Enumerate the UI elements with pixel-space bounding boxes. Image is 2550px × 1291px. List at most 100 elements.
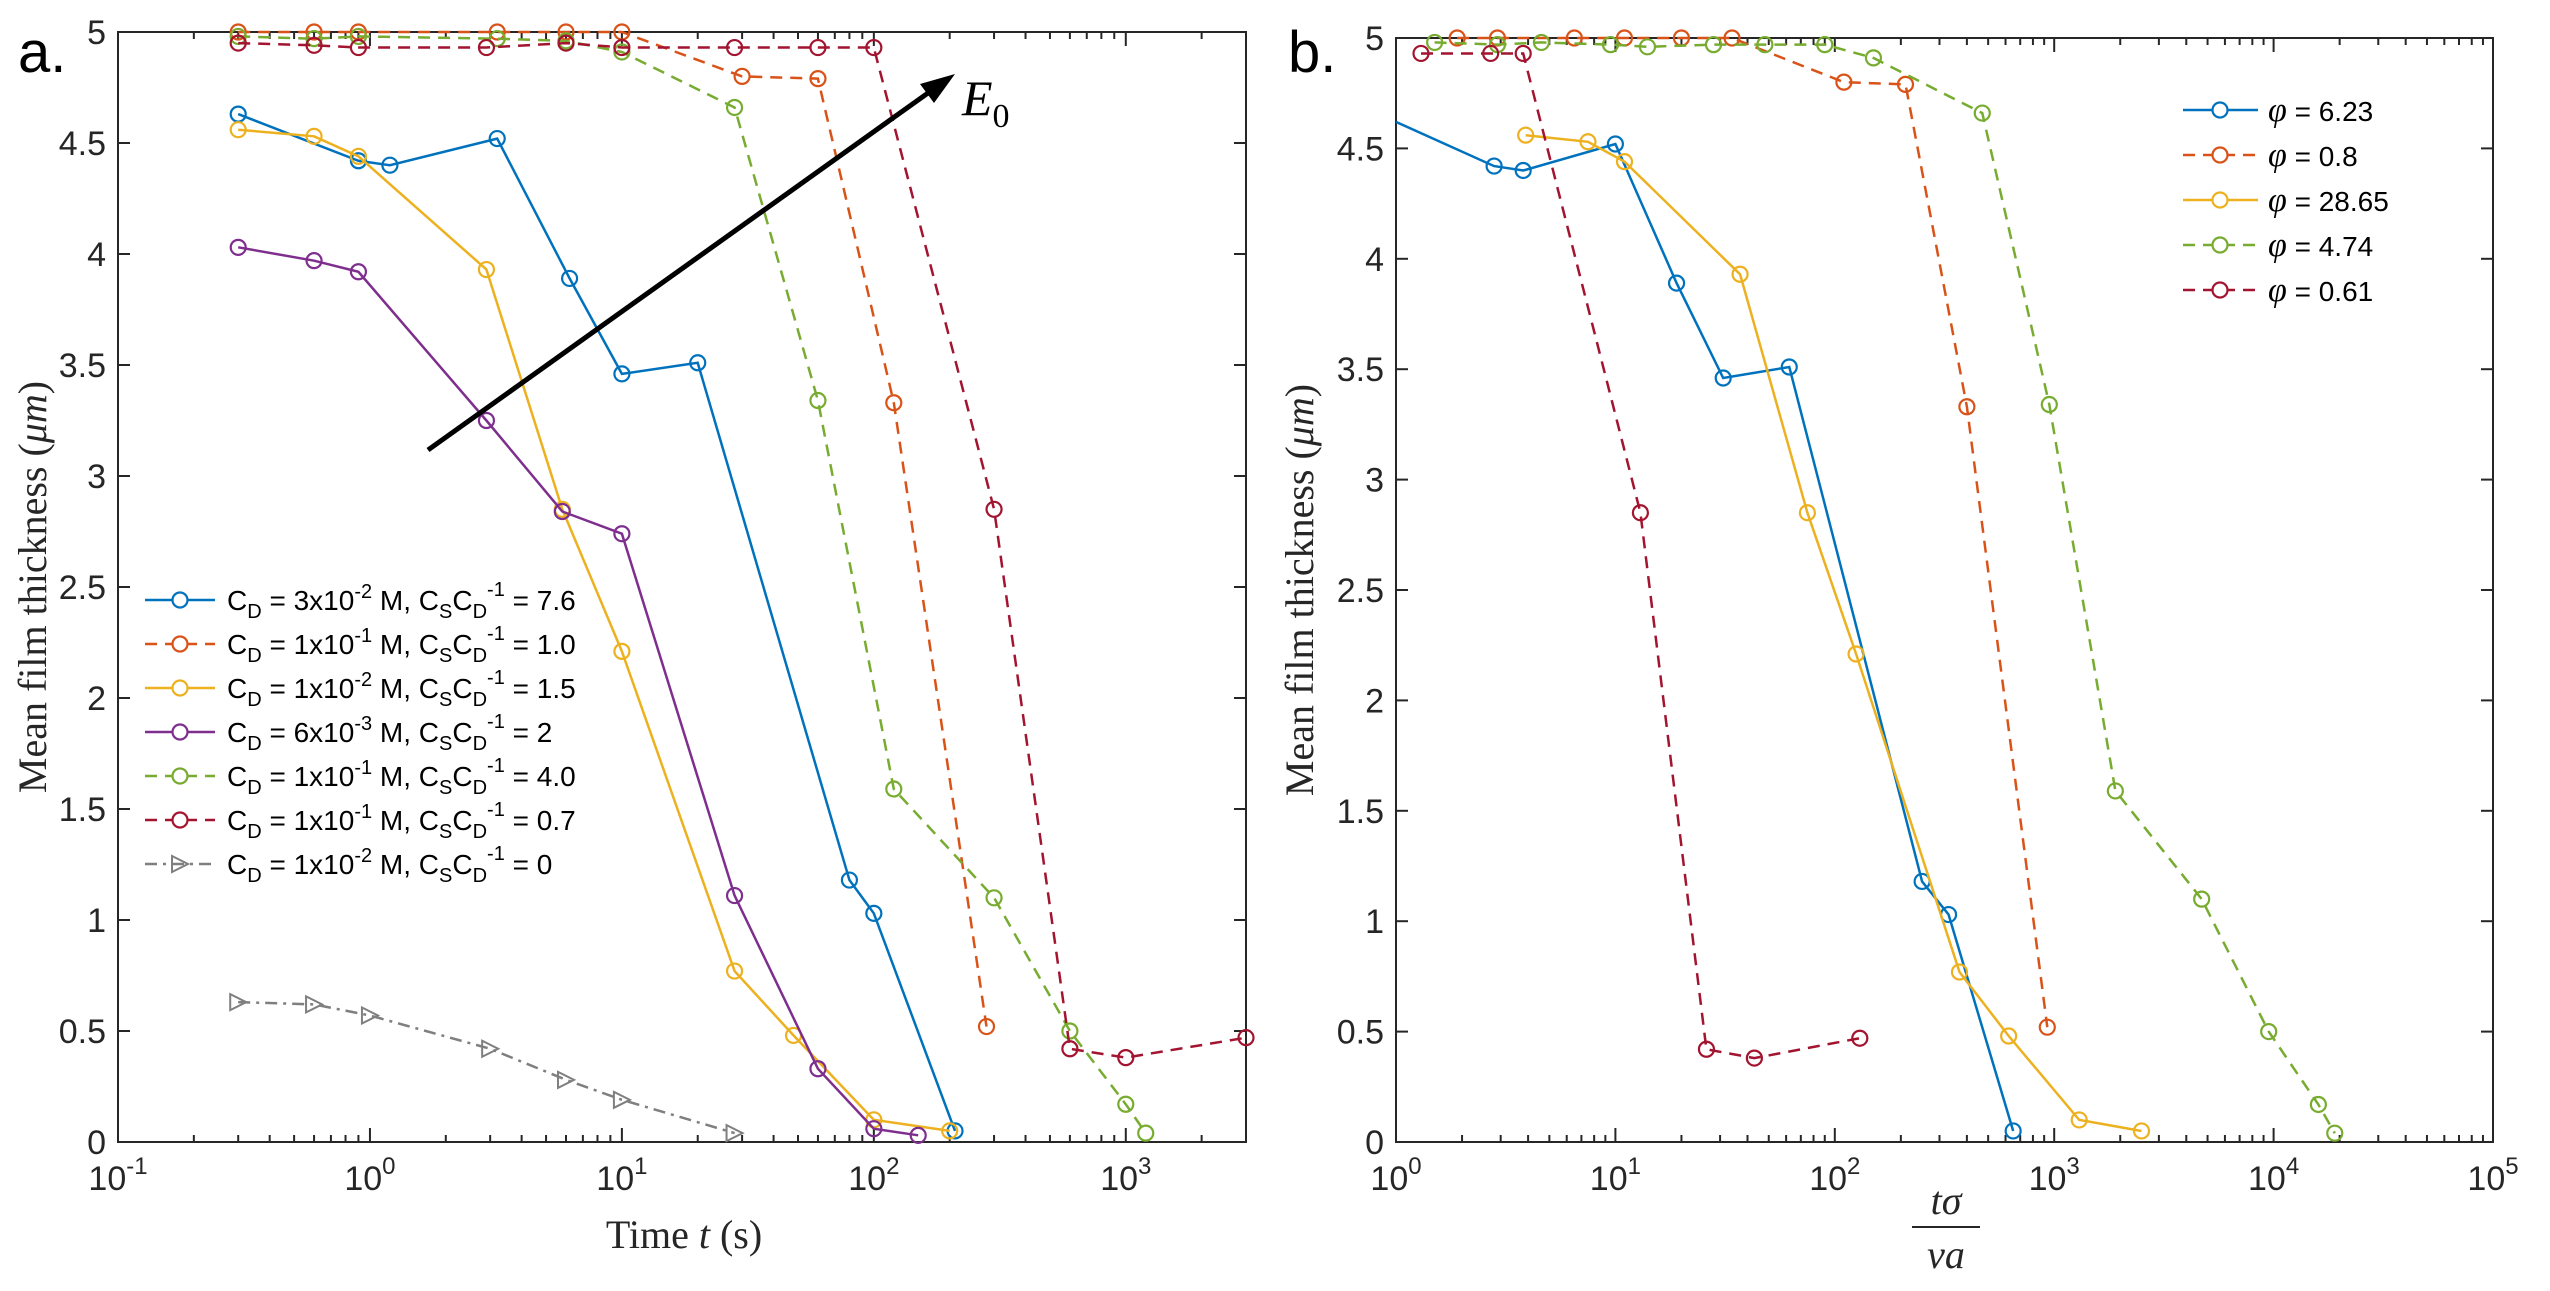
data-point — [229, 992, 249, 1012]
legend-entry: φ = 4.74 — [2268, 227, 2373, 264]
series-line — [238, 128, 950, 1133]
data-point — [557, 1070, 577, 1090]
panel-a-y-axis-label: Mean film thickness (μm) — [10, 381, 55, 793]
panel-a: a. 0 0.5 1 1.5 2 2.5 3 3.5 4 4.5 5 10-1 100 101 102 10… — [10, 14, 1255, 1257]
data-point — [349, 152, 368, 170]
legend-marker — [171, 723, 189, 741]
data-point — [1835, 73, 1853, 91]
x-tick-label: 105 — [2467, 1153, 2518, 1198]
data-point — [229, 121, 247, 139]
data-point — [1137, 1124, 1155, 1142]
y-tick-label: 0.5 — [1337, 1014, 1384, 1052]
data-point — [941, 1122, 959, 1140]
data-point — [1780, 358, 1798, 376]
data-point — [1631, 504, 1649, 522]
panel-b-x-axis-label: tσ νa — [1912, 1178, 1980, 1277]
legend-entry: CD = 3x10-2 M, CSCD-1 = 7.6 — [227, 579, 576, 623]
legend-entry: CD = 1x10-1 M, CSCD-1 = 4.0 — [227, 755, 576, 799]
legend-entry: CD = 1x10-2 M, CSCD-1 = 1.5 — [227, 667, 576, 711]
series-line — [1434, 41, 2336, 1134]
data-point — [613, 43, 631, 61]
data-point — [1950, 963, 1969, 981]
series-4 — [1412, 44, 1869, 1067]
data-point — [1532, 33, 1551, 52]
series-4 — [229, 27, 1155, 1142]
data-point — [809, 391, 827, 410]
data-point — [1448, 29, 1466, 47]
panel-b-label: b. — [1288, 20, 1336, 85]
y-tick-label: 0 — [1365, 1124, 1384, 1162]
data-point — [1973, 104, 1991, 122]
data-point — [725, 38, 744, 57]
y-tick-label: 4.5 — [59, 125, 106, 163]
panel-b-x-label-denominator: νa — [1927, 1232, 1965, 1277]
data-point — [305, 23, 323, 41]
series-line — [237, 112, 957, 1132]
data-point — [885, 780, 903, 798]
y-tick-label: 3.5 — [59, 347, 106, 385]
data-point — [360, 1005, 381, 1026]
data-point — [305, 994, 325, 1014]
legend-marker — [171, 591, 189, 609]
data-point — [553, 502, 571, 521]
data-point — [349, 38, 368, 57]
panel-a-series — [229, 23, 1255, 1144]
data-point — [1061, 1040, 1079, 1058]
legend-entry: CD = 1x10-1 M, CSCD-1 = 1.0 — [227, 623, 576, 667]
series-line — [237, 246, 919, 1137]
data-point — [1237, 1029, 1255, 1047]
y-tick-label: 4 — [1365, 241, 1384, 279]
data-point — [349, 27, 368, 46]
data-point — [2106, 782, 2124, 800]
legend-entry: CD = 1x10-2 M, CSCD-1 = 0 — [227, 843, 552, 887]
data-point — [1714, 369, 1732, 387]
x-tick-label: 104 — [2248, 1153, 2299, 1198]
data-point — [1514, 161, 1532, 180]
legend-marker — [2211, 191, 2229, 209]
series-line — [238, 1000, 735, 1135]
series-line — [238, 35, 1147, 1134]
data-point — [1847, 645, 1865, 663]
legend-marker — [2211, 236, 2229, 254]
panel-b-y-axis-label: Mean film thickness (μm) — [1277, 384, 1322, 796]
legend-marker — [2211, 146, 2229, 164]
data-point — [1412, 44, 1430, 63]
panel-b-x-label-numerator: tσ — [1931, 1178, 1963, 1223]
data-point — [1061, 1022, 1079, 1040]
series-line — [1457, 36, 2049, 1028]
legend-marker — [171, 811, 189, 829]
data-point — [488, 129, 506, 148]
data-point — [2309, 1095, 2327, 1114]
legend-marker — [2211, 101, 2229, 119]
x-tick-label: 100 — [344, 1153, 395, 1198]
data-point — [1745, 1049, 1763, 1067]
data-point — [1426, 33, 1444, 52]
y-tick-label: 0 — [87, 1124, 106, 1162]
data-point — [1667, 274, 1686, 292]
series-2 — [1517, 126, 2151, 1140]
data-point — [809, 70, 827, 88]
data-point — [1615, 153, 1634, 171]
data-point — [1517, 126, 1535, 144]
y-tick-label: 1.5 — [59, 791, 106, 829]
data-point — [2132, 1122, 2151, 1140]
panel-a-label: a. — [18, 20, 66, 85]
legend-entry: φ = 0.8 — [2268, 137, 2358, 174]
series-6 — [229, 992, 745, 1143]
y-tick-label: 0.5 — [59, 1013, 106, 1051]
data-point — [557, 23, 575, 41]
y-tick-label: 2 — [87, 680, 106, 718]
data-point — [865, 1120, 883, 1138]
legend-entry: φ = 28.65 — [2268, 182, 2389, 219]
e0-label: E0 — [961, 70, 1010, 135]
data-point — [1896, 75, 1915, 93]
series-line — [238, 41, 1247, 1059]
data-point — [689, 354, 707, 372]
panel-b: b. 0 0.5 1 1.5 2 2.5 3 3.5 4 4.5 5 100 101 102 103 104… — [1277, 20, 2519, 1277]
x-tick-label: 100 — [1370, 1153, 1421, 1198]
data-point — [613, 38, 631, 57]
data-point — [1731, 265, 1749, 283]
data-point — [1485, 157, 1503, 175]
data-point — [1606, 135, 1625, 153]
